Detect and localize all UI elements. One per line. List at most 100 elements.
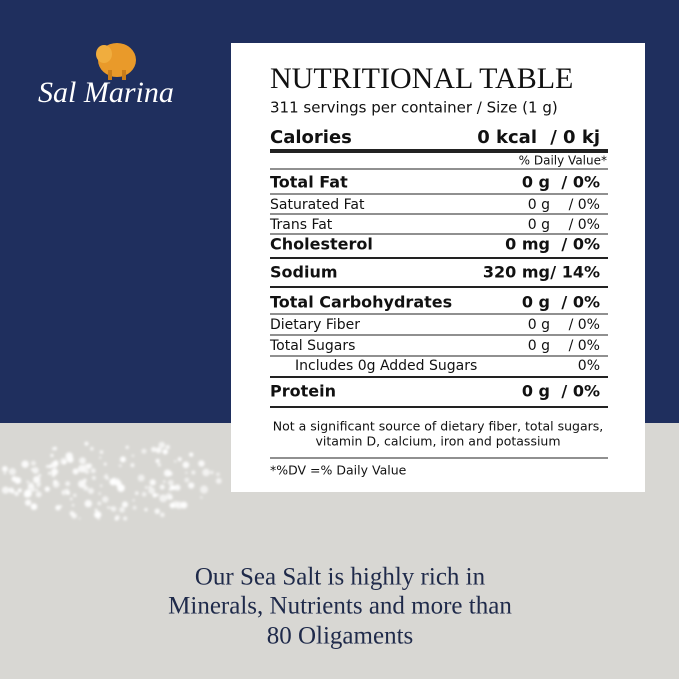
- salt-grain: [169, 502, 176, 509]
- salt-grain: [148, 487, 156, 494]
- brand-name: Sal Marina: [38, 76, 174, 109]
- salt-grain: [27, 482, 34, 489]
- footnote: *%DV =% Daily Value: [270, 463, 407, 478]
- salt-grain: [154, 508, 160, 514]
- row-amount: 0 g: [522, 382, 550, 401]
- row-amount: 0 g: [528, 317, 550, 333]
- salt-grain: [144, 486, 148, 489]
- salt-grain: [165, 493, 173, 500]
- row-amount: 0 g: [528, 197, 550, 213]
- salt-grain: [215, 478, 222, 484]
- salt-grain: [151, 446, 157, 452]
- row-label: Total Carbohydrates: [270, 293, 452, 312]
- salt-grain: [94, 511, 102, 519]
- salt-grain: [51, 447, 56, 451]
- row-amount: 0 g: [528, 217, 550, 233]
- salt-grain: [84, 499, 92, 508]
- tagline: 80 Oligaments: [267, 623, 414, 650]
- salt-grain: [53, 460, 59, 465]
- salt-grain: [99, 456, 102, 459]
- salt-grain: [11, 476, 17, 482]
- salt-grain: [104, 473, 108, 477]
- salt-grain: [26, 480, 30, 484]
- salt-grain: [23, 491, 31, 498]
- salt-grain: [158, 441, 166, 449]
- row-amount: 0 g: [522, 293, 550, 312]
- row-dv: / 0%: [561, 382, 600, 401]
- salt-grain: [173, 460, 177, 463]
- salt-grain: [141, 491, 147, 497]
- salt-grain: [98, 492, 102, 495]
- note-line: Not a significant source of dietary fibe…: [273, 419, 604, 434]
- salt-grain: [36, 482, 41, 488]
- row-dv: / 0%: [569, 197, 600, 213]
- servings: 311 servings per container / Size (1 g): [270, 99, 558, 117]
- logo: Sal Marina: [38, 43, 174, 109]
- salt-grain: [141, 448, 147, 454]
- salt-grain: [174, 484, 181, 491]
- salt-grain: [184, 477, 190, 483]
- salt-grain: [71, 503, 75, 507]
- salt-grain: [116, 478, 120, 481]
- row-label: Sodium: [270, 263, 338, 282]
- salt-grain: [90, 468, 96, 474]
- salt-grain: [163, 469, 172, 477]
- salt-grain: [216, 472, 220, 477]
- row-amount: 0 g: [528, 338, 550, 354]
- salt-grain: [131, 454, 135, 457]
- salt-grain: [134, 491, 139, 495]
- salt-grain: [123, 516, 128, 521]
- salt-grain: [119, 506, 125, 513]
- row-dv: / 14%: [550, 263, 600, 282]
- tagline: Our Sea Salt is highly rich in: [195, 564, 486, 591]
- salt-grain: [50, 453, 54, 458]
- salt-grain: [38, 474, 42, 477]
- row-label: Includes 0g Added Sugars: [295, 358, 477, 374]
- row-label: Dietary Fiber: [270, 317, 360, 333]
- row-amount: 0 g: [522, 173, 550, 192]
- salt-grain: [188, 482, 195, 489]
- salt-grain: [162, 480, 166, 484]
- salt-grain: [159, 484, 165, 490]
- salt-grain: [185, 471, 188, 474]
- salt-grain: [44, 486, 50, 492]
- salt-grain: [103, 462, 107, 466]
- salt-grain: [69, 511, 75, 516]
- salt-grain: [77, 480, 86, 488]
- salt-grain: [202, 468, 210, 477]
- salt-grain: [33, 475, 41, 484]
- salt-grain: [84, 441, 89, 446]
- salt-grain: [105, 476, 109, 480]
- salt-grain: [94, 508, 98, 512]
- salt-grain: [72, 468, 79, 475]
- calories-dv: / 0 kj: [550, 127, 600, 148]
- calories-label: Calories: [270, 127, 352, 148]
- salt-grain: [3, 471, 7, 475]
- salt-grain: [182, 461, 190, 469]
- salt-grain: [99, 484, 103, 487]
- salt-grain: [8, 468, 16, 476]
- salt-grain: [30, 460, 36, 466]
- dv-header: % Daily Value*: [519, 154, 607, 168]
- row-dv: / 0%: [569, 317, 600, 333]
- salt-grain: [118, 464, 122, 468]
- salt-grain: [107, 506, 110, 509]
- salt-grain: [17, 488, 22, 493]
- salt-grain: [61, 489, 67, 496]
- salt-grain: [52, 481, 60, 488]
- salt-grain: [149, 479, 156, 486]
- salt-grain: [121, 501, 129, 508]
- salt-grain: [125, 445, 129, 449]
- row-label: Trans Fat: [269, 217, 333, 233]
- salt-grain: [191, 470, 196, 475]
- salt-grain: [66, 490, 70, 495]
- salt-grain: [14, 491, 19, 497]
- row-dv: / 0%: [569, 217, 600, 233]
- salt-grain: [30, 503, 38, 510]
- salt-grain: [156, 493, 160, 497]
- salt-grain: [160, 512, 165, 518]
- salt-grain: [55, 505, 61, 511]
- salt-grain: [155, 447, 162, 454]
- row-label: Saturated Fat: [270, 197, 365, 213]
